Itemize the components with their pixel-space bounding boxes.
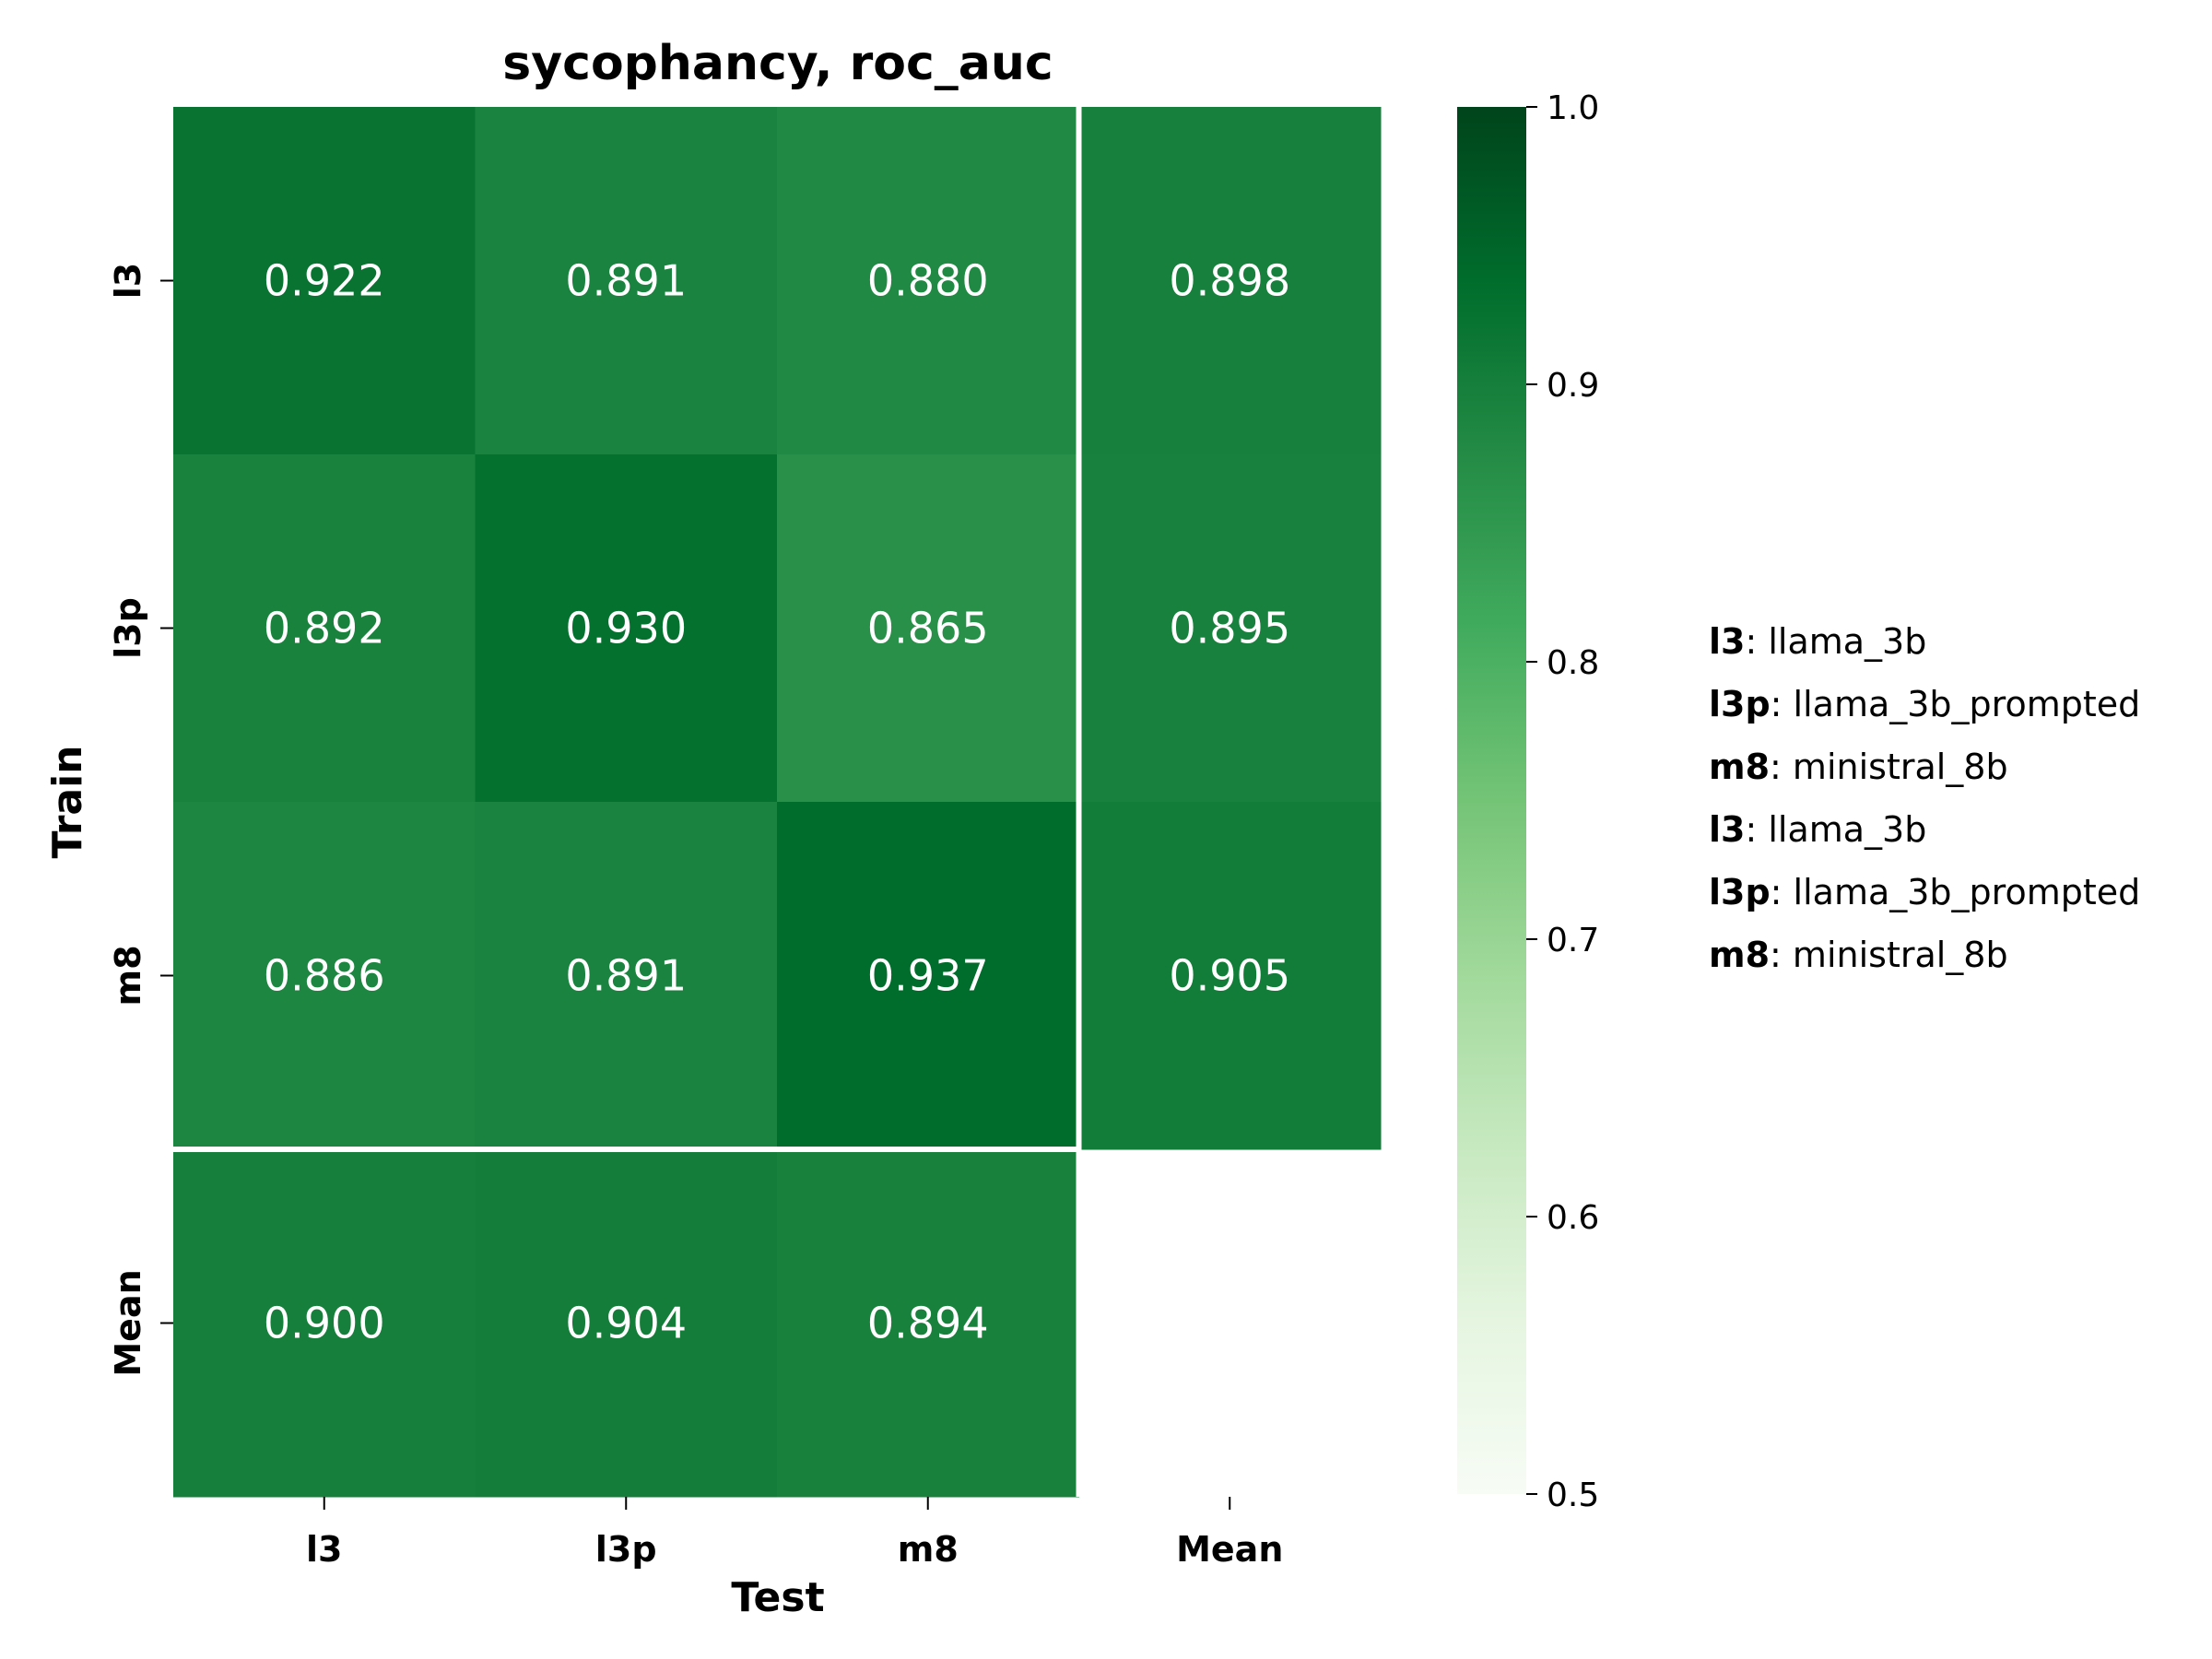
colorbar-tick-label: 0.5 [1547, 1477, 1599, 1514]
legend-text: : ministral_8b [1770, 935, 2008, 975]
y-axis: l3 l3p m8 Mean [108, 263, 173, 1377]
cell-value-label: 0.891 [565, 256, 687, 306]
y-tick-label: l3p [108, 597, 148, 659]
y-tick-label: Mean [108, 1269, 148, 1376]
legend-key: l3p [1709, 872, 1771, 912]
mean-separators [173, 107, 1383, 1500]
legend-item: l3: llama_3b [1709, 616, 2140, 678]
legend-key: l3p [1709, 684, 1771, 724]
cell-value-label: 0.898 [1169, 256, 1290, 306]
legend-key: l3 [1709, 809, 1746, 850]
cell-value-label: 0.904 [565, 1299, 687, 1348]
cell-value-label: 0.894 [867, 1299, 989, 1348]
colorbar-tick-label: 0.6 [1547, 1199, 1599, 1237]
cell-value-label: 0.937 [867, 951, 989, 1001]
colorbar-tick-label: 0.7 [1547, 922, 1599, 959]
cell-value-label: 0.880 [867, 256, 989, 306]
colorbar-tick-label: 1.0 [1547, 89, 1599, 127]
legend-item: m8: ministral_8b [1709, 741, 2140, 804]
heatmap-cell [173, 107, 476, 455]
cell-value-label: 0.891 [565, 951, 687, 1001]
legend-item: l3p: llama_3b_prompted [1709, 866, 2140, 929]
empty-cell [1081, 1152, 1383, 1500]
cell-value-label: 0.892 [264, 604, 385, 653]
heatmap-cell-labels: 0.922 0.891 0.880 0.898 0.892 0.930 0.865 0.895… [264, 256, 1290, 1348]
x-axis: l3 l3p m8 Mean [306, 1497, 1283, 1570]
colorbar-tick-label: 0.9 [1547, 367, 1599, 405]
cell-value-label: 0.895 [1169, 604, 1290, 653]
legend-item: l3p: llama_3b_prompted [1709, 678, 2140, 741]
heatmap-cell [777, 1149, 1079, 1498]
heatmap-cell [777, 802, 1079, 1150]
heatmap-cell [173, 454, 476, 803]
x-tick-label: Mean [1176, 1529, 1283, 1570]
legend-key: l3 [1709, 621, 1746, 662]
heatmap-cell [1078, 802, 1382, 1150]
legend-text: : llama_3b [1745, 809, 1927, 850]
legend-text: : llama_3b_prompted [1770, 872, 2141, 912]
legend-item: l3: llama_3b [1709, 804, 2140, 866]
y-tick-label: l3 [108, 263, 148, 299]
heatmap-cell [475, 107, 778, 455]
colorbar-ticks: 0.5 0.6 0.7 0.8 0.9 1.0 [1526, 89, 1599, 1514]
legend-item: m8: ministral_8b [1709, 929, 2140, 992]
cell-value-label: 0.865 [867, 604, 989, 653]
heatmap-cell [1078, 454, 1382, 803]
cell-value-label: 0.900 [264, 1299, 385, 1348]
heatmap-cell [777, 107, 1079, 455]
heatmap-cells [173, 107, 1382, 1498]
cell-value-label: 0.930 [565, 604, 687, 653]
cell-value-label: 0.922 [264, 256, 385, 306]
abbreviation-legend: l3: llama_3b l3p: llama_3b_prompted m8: mi… [1709, 616, 2140, 992]
y-axis-label: Train [44, 746, 91, 859]
cell-value-label: 0.905 [1169, 951, 1290, 1001]
heatmap-cell [173, 802, 476, 1150]
y-tick-label: m8 [108, 945, 148, 1006]
legend-text: : llama_3b [1745, 621, 1927, 662]
cell-value-label: 0.886 [264, 951, 385, 1001]
legend-text: : ministral_8b [1770, 747, 2008, 787]
chart-title: sycophancy, roc_auc [502, 36, 1053, 91]
x-tick-label: l3 [306, 1529, 342, 1570]
legend-key: m8 [1709, 747, 1771, 787]
heatmap-cell [475, 802, 778, 1150]
legend-text: : llama_3b_prompted [1770, 684, 2141, 724]
colorbar-tick-label: 0.8 [1547, 644, 1599, 682]
colorbar [1457, 107, 1526, 1494]
heatmap-cell [475, 1149, 778, 1498]
x-tick-label: m8 [898, 1529, 959, 1570]
legend-key: m8 [1709, 935, 1771, 975]
x-axis-label: Test [731, 1574, 824, 1621]
heatmap-cell [777, 454, 1079, 803]
x-tick-label: l3p [595, 1529, 657, 1570]
heatmap-cell [475, 454, 778, 803]
heatmap-cell [173, 1149, 476, 1498]
heatmap-cell [1078, 107, 1382, 455]
